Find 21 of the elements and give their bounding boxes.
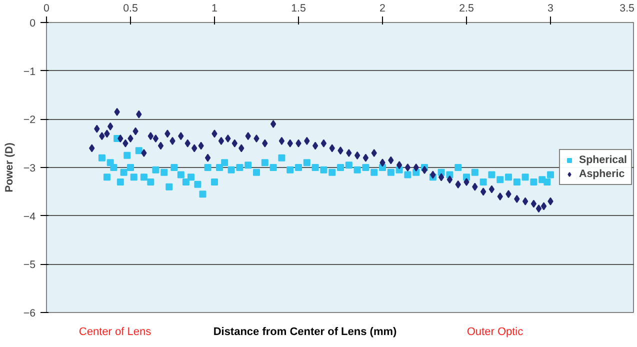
y-tick-label: −1 [23,66,36,78]
legend-label: Spherical [579,154,627,166]
y-tick-label: −3 [23,162,36,174]
x-tick-label: 2 [380,2,386,14]
x-tick-label: 0.5 [123,2,138,14]
legend-label: Aspheric [579,168,625,180]
x-tick-label: 1.5 [291,2,306,14]
x-tick-label: 1 [212,2,218,14]
y-tick-label: −2 [23,114,36,126]
x-axis-title: Distance from Center of Lens (mm) [212,325,398,340]
y-axis-title: Power (D) [3,142,16,192]
x-tick-label: 3.5 [620,2,635,14]
x-tick-label: 2.5 [459,2,474,14]
y-tick-label: 0 [30,18,36,30]
x-tick-label: 0 [44,2,50,14]
y-tick-label: −6 [23,308,36,320]
y-tick-label: −5 [23,259,36,272]
y-tick-label: −4 [23,210,36,223]
text: Center of Lens [78,325,152,340]
text: Outer Optic [466,325,524,340]
x-tick-label: 3 [548,2,554,14]
